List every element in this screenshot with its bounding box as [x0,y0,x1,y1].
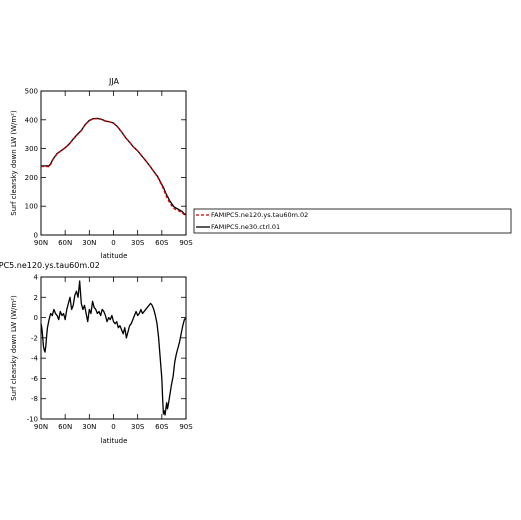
y-tick-label: -4 [31,355,39,363]
x-tick-label: 90S [179,423,193,431]
x-tick-label: 30N [82,239,96,247]
legend-label-ne120: FAMIPC5.ne120.ys.tau60m.02 [211,211,308,219]
x-tick-label: 60S [155,239,169,247]
y-tick-label: 500 [25,88,38,96]
y-tick-label: 2 [34,294,38,302]
top-panel-xlabel: latitude [101,252,128,260]
series-line-difference [40,280,187,416]
bottom-plot-frame [40,276,187,420]
legend-label-ne30: FAMIPC5.ne30.ctrl.01 [211,223,280,231]
y-tick-label: 0 [34,314,38,322]
x-tick-label: 60S [155,423,169,431]
y-tick-label: 200 [25,174,38,182]
top-panel-ylabel: Surf clearsky down LW (W/m²) [10,110,18,216]
bottom-panel: FAMIPC5.ne120.ys.tau60m.02 90N 60N 30N 0 30S… [0,261,193,445]
bottom-panel-ylabel: Surf clearsky down LW (W/m²) [10,295,18,401]
top-panel-ticks: 90N 60N 30N 0 30S 60S 90S 0 100 200 300 400 500 [25,88,194,248]
x-tick-label: 30S [131,239,145,247]
y-tick-label: -10 [27,416,38,424]
top-panel-series [41,117,187,217]
series-line-famipc5-ne30-ctrl-01 [41,117,187,216]
top-panel: JJA 90N 60N 30N 0 30S 60S 90S0100200300400500 … [10,77,193,260]
y-tick-label: 4 [34,274,39,282]
x-tick-label: 30N [82,423,96,431]
x-tick-label: 0 [111,239,115,247]
y-tick-label: 300 [25,145,38,153]
bottom-panel-ticks: 90N 60N 30N 0 30S 60S 90S -10 -8 -6 -4 -2 0 2 4 [27,274,194,432]
y-tick-label: 400 [25,116,38,124]
y-tick-label: -2 [31,334,38,342]
legend-box [193,208,512,234]
x-tick-label: 30S [131,423,145,431]
bottom-panel-xlabel: latitude [101,437,128,445]
legend: FAMIPC5.ne120.ys.tau60m.02 FAMIPC5.ne30.… [193,208,512,234]
x-tick-label: 0 [111,423,115,431]
y-tick-label: 100 [25,203,38,211]
x-tick-label: 60N [58,239,72,247]
series-line-famipc5-ne120-ys-tau60m-02 [41,118,187,217]
top-plot-frame [40,90,187,236]
top-panel-title: JJA [108,77,120,86]
x-tick-label: 90N [34,423,48,431]
x-tick-label: 90S [179,239,193,247]
y-tick-label: 0 [34,232,38,240]
bottom-panel-series [40,280,187,416]
y-tick-label: -8 [31,395,38,403]
x-tick-label: 90N [34,239,48,247]
y-tick-label: -6 [31,375,39,383]
x-tick-label: 60N [58,423,72,431]
bottom-panel-title: FAMIPC5.ne120.ys.tau60m.02 [0,261,100,270]
